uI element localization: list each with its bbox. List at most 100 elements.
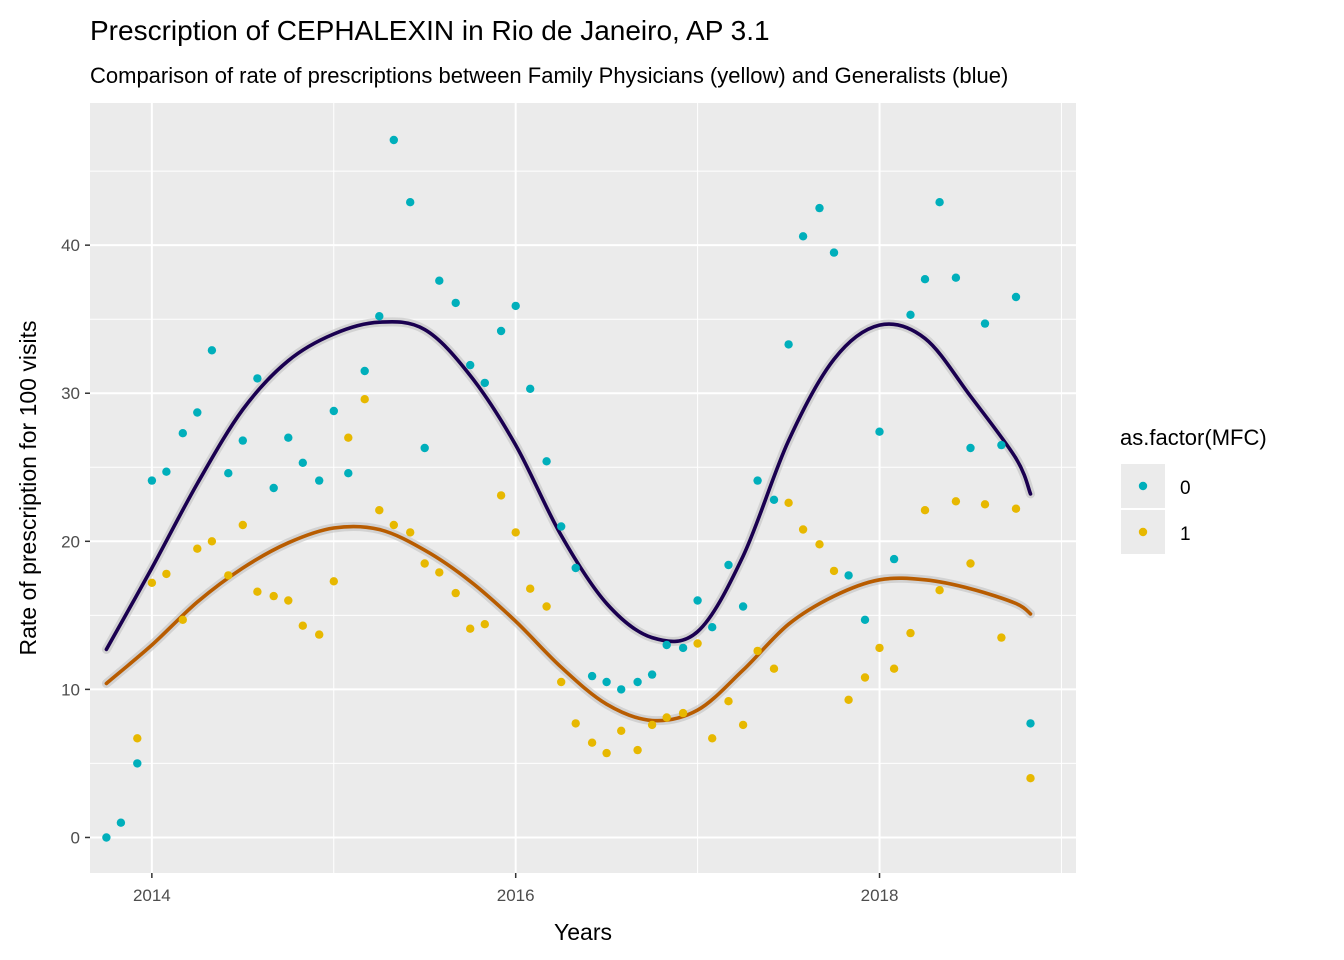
x-tick-label: 2016 [497, 886, 535, 905]
point-series-0 [375, 312, 384, 321]
y-axis-title: Rate of prescription for 100 visits [15, 321, 41, 656]
point-series-0 [224, 469, 233, 478]
point-series-1 [557, 677, 566, 687]
point-series-1 [344, 433, 353, 442]
point-series-1 [815, 540, 824, 549]
y-tick-label: 40 [61, 236, 80, 255]
point-series-0 [724, 560, 733, 570]
y-tick-label: 10 [61, 680, 80, 699]
point-series-0 [315, 476, 324, 485]
point-series-1 [633, 745, 642, 755]
point-series-1 [435, 568, 444, 577]
point-series-0 [571, 563, 580, 573]
point-series-1 [798, 525, 808, 534]
legend-marker-1 [1138, 527, 1148, 537]
point-series-1 [1026, 774, 1035, 783]
point-series-1 [1011, 504, 1021, 513]
point-series-1 [784, 498, 793, 507]
point-series-0 [966, 443, 975, 453]
point-series-1 [162, 569, 171, 579]
point-series-0 [466, 360, 475, 370]
point-series-1 [997, 633, 1006, 642]
point-series-0 [678, 643, 688, 653]
smooth-lines [101, 317, 1035, 726]
point-series-0 [496, 326, 506, 336]
legend-label-1: 1 [1180, 524, 1191, 545]
point-series-1 [769, 664, 779, 673]
point-series-0 [207, 346, 217, 355]
point-series-0 [284, 433, 293, 442]
point-series-1 [298, 621, 307, 630]
point-series-0 [542, 457, 551, 466]
point-series-0 [602, 677, 611, 687]
point-series-1 [406, 528, 415, 537]
point-series-0 [451, 298, 460, 308]
point-series-0 [116, 818, 126, 827]
point-series-1 [693, 639, 702, 648]
point-series-1 [829, 566, 839, 576]
point-series-1 [420, 559, 429, 568]
point-series-0 [784, 340, 793, 349]
point-series-1 [844, 695, 853, 704]
legend: as.factor(MFC) 0 1 [1120, 425, 1267, 554]
point-series-0 [269, 483, 278, 493]
point-series-0 [178, 429, 187, 438]
point-series-0 [647, 670, 657, 679]
point-series-0 [738, 602, 748, 611]
point-series-0 [360, 366, 369, 376]
point-series-0 [889, 554, 899, 564]
x-tick-label: 2018 [861, 886, 899, 905]
legend-title: as.factor(MFC) [1120, 425, 1267, 450]
point-series-0 [798, 232, 808, 241]
point-series-1 [875, 643, 884, 653]
point-series-0 [344, 469, 353, 478]
point-series-0 [935, 198, 944, 207]
point-series-0 [951, 273, 961, 282]
x-axis-ticks: 2014 2016 2018 [133, 873, 899, 905]
x-tick-label: 2014 [133, 886, 171, 905]
point-series-1 [738, 720, 748, 730]
point-series-0 [1026, 719, 1035, 728]
point-series-0 [633, 677, 642, 687]
point-series-1 [238, 520, 247, 530]
y-tick-label: 0 [71, 828, 80, 847]
point-series-0 [844, 571, 853, 580]
point-series-0 [102, 833, 111, 842]
point-series-0 [708, 623, 717, 632]
point-series-1 [480, 620, 489, 629]
x-axis-title: Years [554, 919, 612, 945]
point-series-1 [678, 708, 688, 718]
point-series-0 [480, 378, 489, 388]
point-series-0 [298, 458, 307, 467]
y-tick-label: 30 [61, 384, 80, 403]
point-series-1 [329, 577, 338, 586]
point-series-1 [253, 587, 262, 596]
y-tick-label: 20 [61, 532, 80, 551]
point-series-0 [829, 248, 839, 257]
point-series-1 [935, 586, 944, 595]
point-series-0 [162, 467, 171, 476]
point-series-0 [875, 427, 884, 436]
point-series-0 [420, 443, 429, 453]
point-series-1 [602, 748, 611, 758]
point-series-0 [997, 440, 1006, 450]
point-series-1 [147, 578, 157, 587]
point-series-0 [406, 198, 415, 207]
point-series-1 [662, 713, 671, 722]
point-series-0 [753, 476, 762, 485]
point-series-1 [178, 615, 187, 624]
point-series-1 [920, 506, 930, 515]
point-series-1 [951, 497, 961, 506]
point-series-0 [617, 685, 626, 694]
point-series-1 [708, 734, 717, 743]
point-series-1 [906, 628, 915, 638]
point-series-1 [980, 500, 990, 509]
point-series-0 [980, 319, 990, 328]
chart-subtitle: Comparison of rate of prescriptions betw… [90, 63, 1008, 88]
point-series-1 [571, 719, 580, 728]
point-series-1 [284, 596, 293, 605]
point-series-1 [466, 624, 475, 633]
point-series-1 [587, 738, 597, 747]
point-series-0 [557, 522, 566, 531]
